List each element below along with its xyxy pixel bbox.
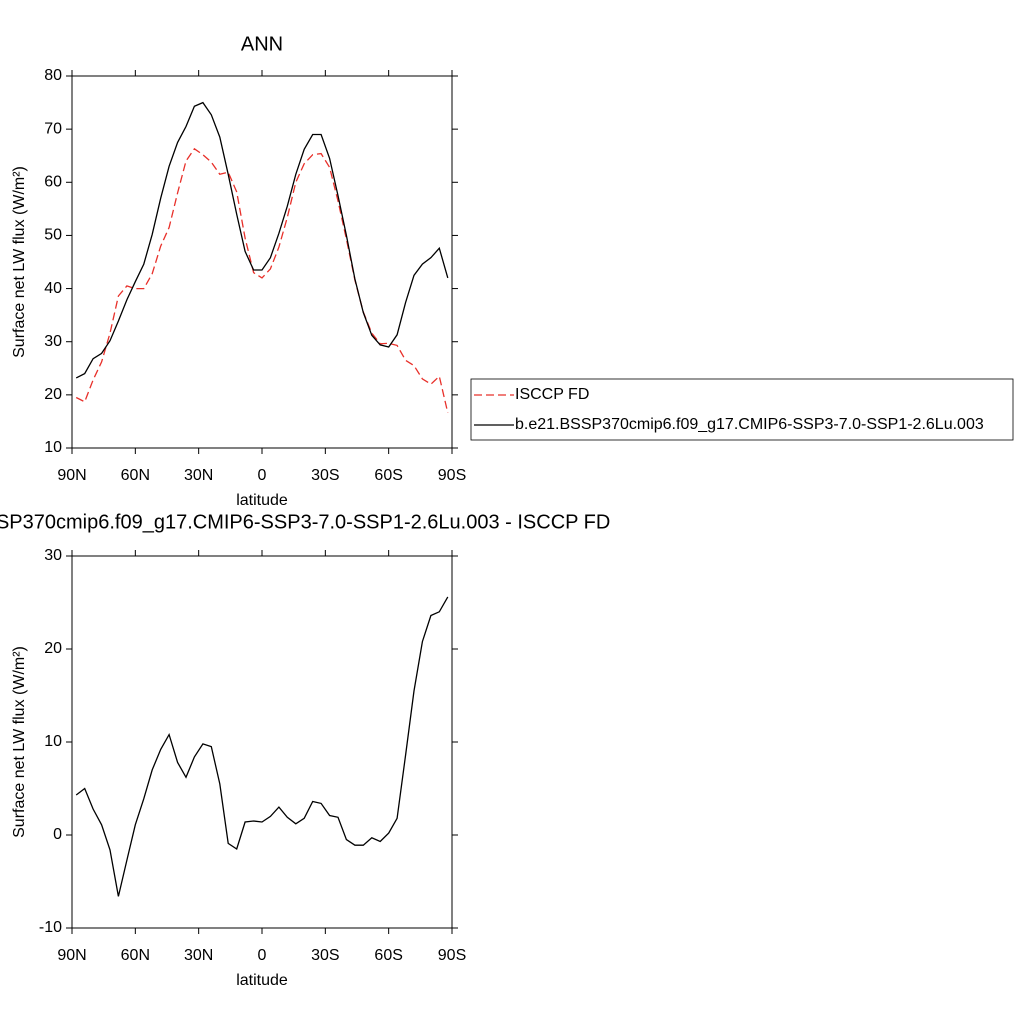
x-tick-label: 90S [438,947,466,964]
x-tick-label: 90N [57,947,86,964]
x-tick-label: 30N [184,467,213,484]
chart-title: ANN [241,33,283,55]
data-line [75,596,449,897]
x-axis-label: latitude [236,972,288,989]
y-tick-label: 30 [44,333,62,350]
data-line [75,101,449,379]
legend-frame [470,378,1014,441]
x-axis-label: latitude [236,492,288,509]
x-tick-label: 30S [311,467,339,484]
x-tick-label: 60S [374,467,402,484]
x-tick-label: 90S [438,467,466,484]
y-tick-label: 0 [53,826,62,843]
plot-frame [71,555,453,929]
x-tick-label: 60N [121,947,150,964]
chart-title: b.e21.BSSP370cmip6.f09_g17.CMIP6-SSP3-7.… [0,511,610,533]
x-tick-label: 30N [184,947,213,964]
x-tick-label: 60S [374,947,402,964]
y-tick-label: 30 [44,547,62,564]
y-axis-label: Surface net LW flux (W/m²) [11,166,28,358]
plot-frame [71,75,453,449]
y-tick-label: 80 [44,67,62,84]
x-tick-label: 0 [258,947,267,964]
y-tick-label: 20 [44,640,62,657]
x-tick-label: 90N [57,467,86,484]
y-tick-label: -10 [39,919,62,936]
legend-label: b.e21.BSSP370cmip6.f09_g17.CMIP6-SSP3-7.… [515,416,984,433]
x-tick-label: 30S [311,947,339,964]
x-tick-label: 60N [121,467,150,484]
y-tick-label: 10 [44,733,62,750]
y-tick-label: 60 [44,174,62,191]
y-tick-label: 40 [44,280,62,297]
y-tick-label: 20 [44,386,62,403]
y-tick-label: 70 [44,120,62,137]
x-tick-label: 0 [258,467,267,484]
y-tick-label: 50 [44,227,62,244]
y-axis-label: Surface net LW flux (W/m²) [11,646,28,838]
y-tick-label: 10 [44,439,62,456]
legend-label: ISCCP FD [515,386,589,403]
data-line [75,147,449,414]
